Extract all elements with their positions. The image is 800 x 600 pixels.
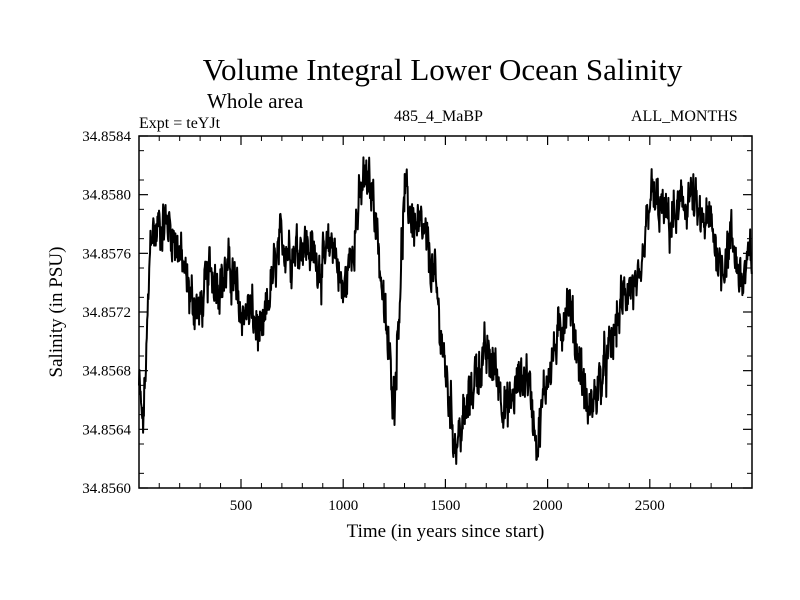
x-tick-label: 1500 [430, 498, 460, 514]
labels-layer: 500 1000 1500 2000 2500 34.8560 34.8564 34.8568… [46, 129, 665, 542]
chart-title: Volume Integral Lower Ocean Salinity [202, 52, 683, 87]
series-line-salinity [138, 156, 753, 465]
y-tick-label: 34.8560 [82, 481, 131, 497]
experiment-label: Expt = teYJt [139, 115, 221, 132]
y-tick-label: 34.8572 [82, 305, 131, 321]
model-label: 485_4_MaBP [394, 108, 483, 125]
y-tick-label: 34.8580 [82, 188, 131, 204]
plot-frame [138, 135, 753, 489]
x-tick-label: 2000 [533, 498, 563, 514]
x-tick-label: 2500 [635, 498, 665, 514]
x-tick-label: 500 [230, 498, 253, 514]
y-tick-label: 34.8576 [82, 246, 131, 262]
months-label: ALL_MONTHS [631, 108, 738, 125]
x-axis-label: Time (in years since start) [347, 521, 545, 542]
y-tick-label: 34.8584 [82, 129, 131, 145]
chart-subtitle: Whole area [207, 89, 304, 113]
y-tick-label: 34.8568 [82, 364, 131, 380]
series-layer [138, 156, 753, 465]
y-tick-label: 34.8564 [82, 422, 131, 438]
y-axis-label: Salinity (in PSU) [46, 247, 67, 378]
ticks-layer [139, 135, 752, 489]
x-tick-label: 1000 [328, 498, 358, 514]
